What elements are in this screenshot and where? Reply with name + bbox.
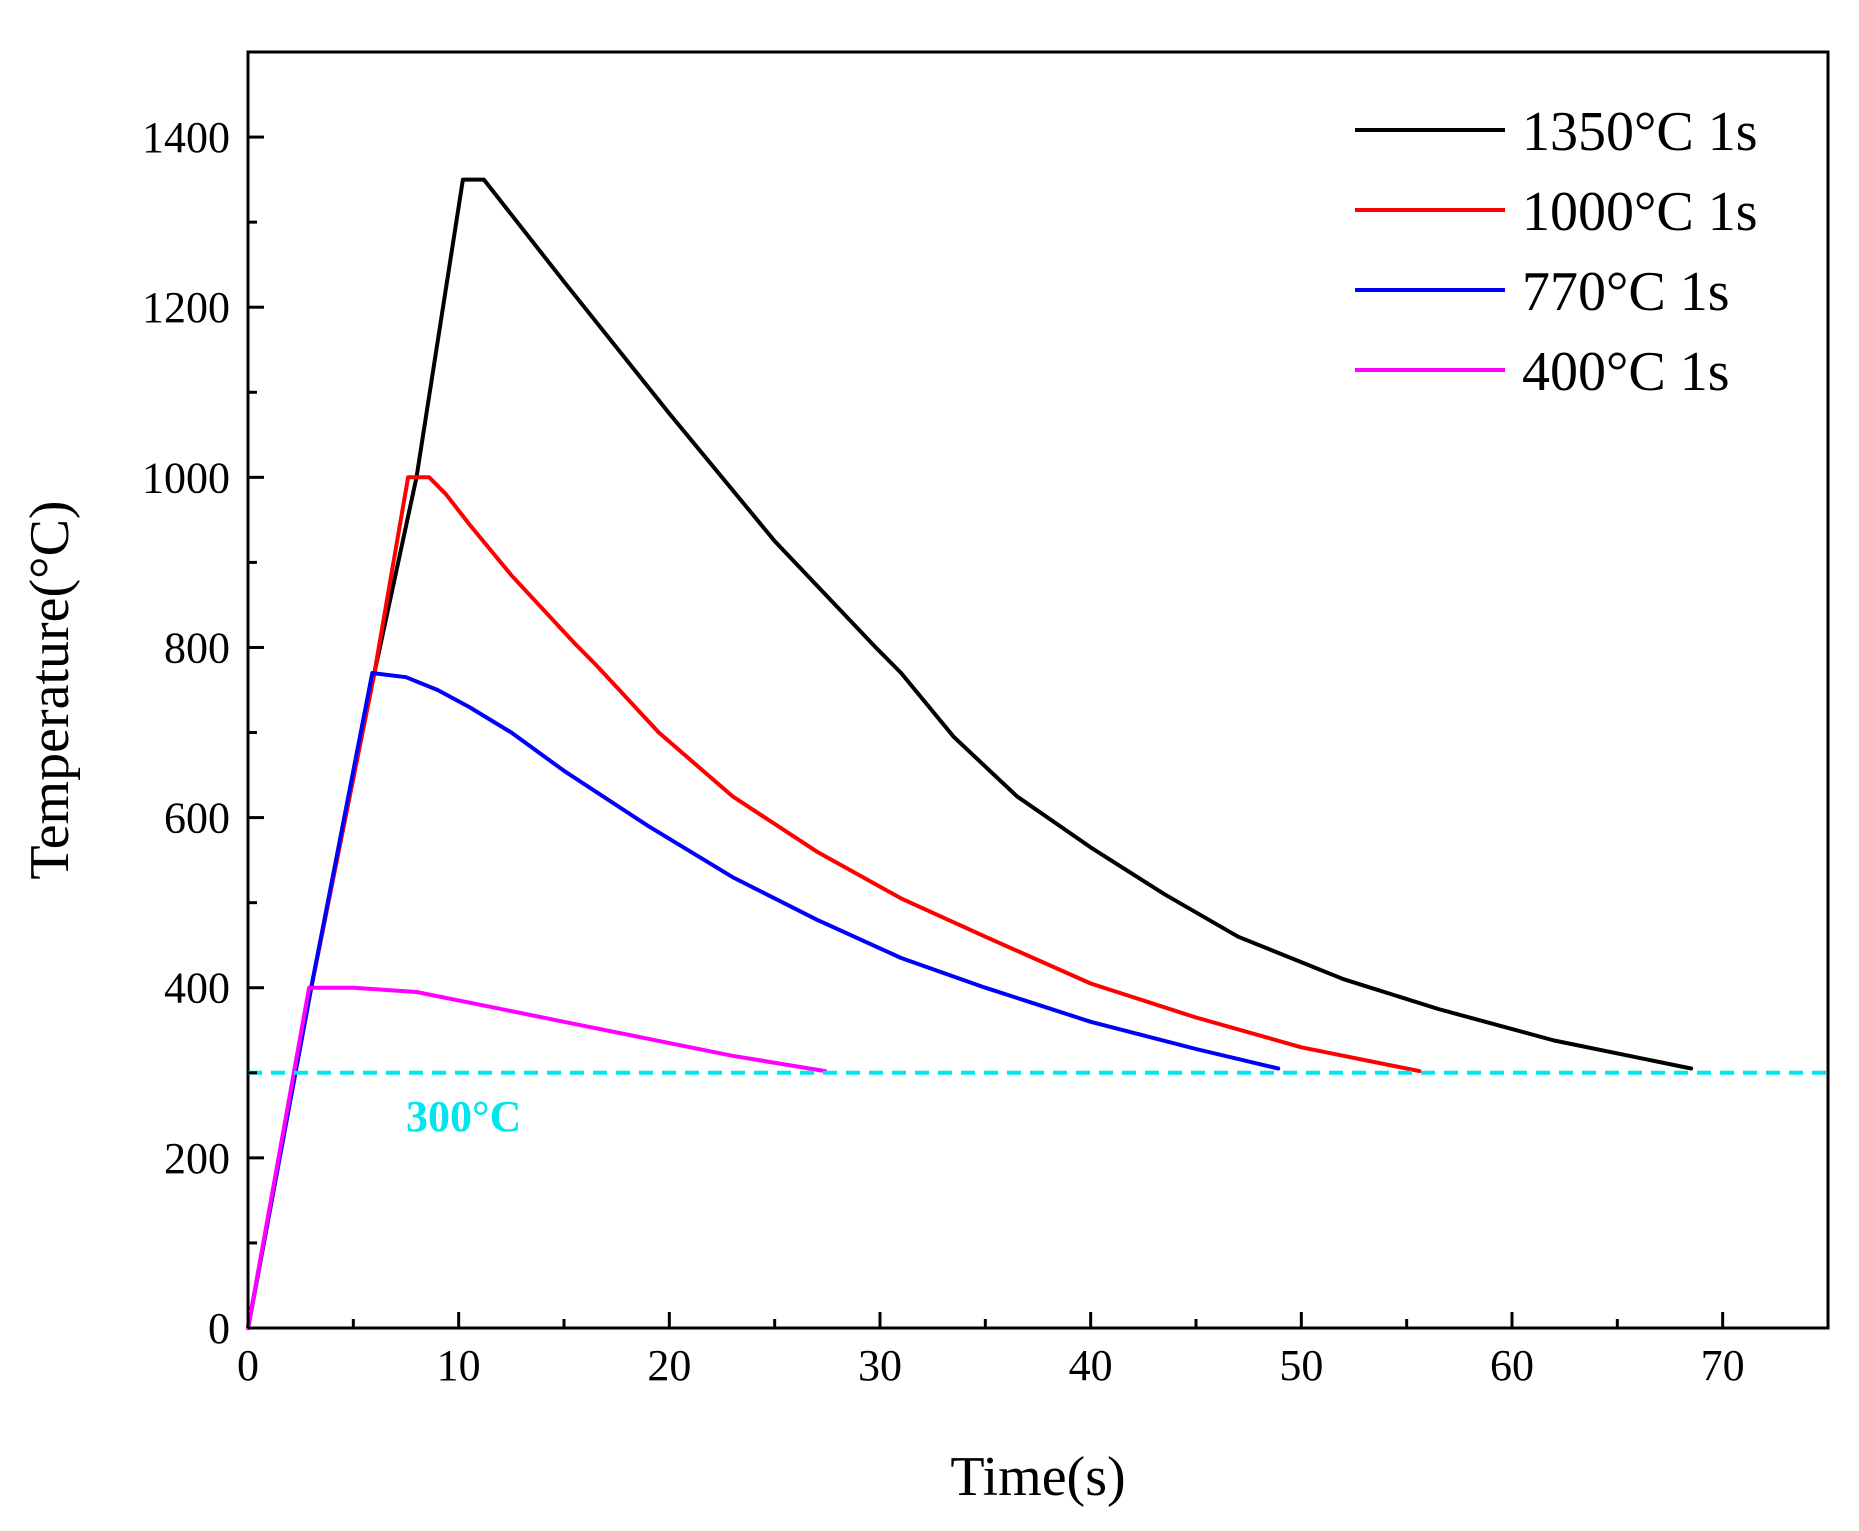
reference-lines: 300°C bbox=[248, 1070, 1828, 1141]
legend-label-0: 1350°C 1s bbox=[1522, 101, 1758, 163]
y-tick-label: 1000 bbox=[142, 453, 230, 502]
y-tick-label: 0 bbox=[208, 1304, 230, 1353]
y-axis-title: Temperature(°C) bbox=[19, 500, 81, 879]
x-tick-label: 30 bbox=[858, 1341, 902, 1390]
x-tick-label: 20 bbox=[647, 1341, 691, 1390]
series-line-3 bbox=[246, 985, 828, 1330]
y-tick-label: 600 bbox=[164, 794, 230, 843]
x-tick-label: 60 bbox=[1490, 1341, 1534, 1390]
legend: 1350°C 1s 1000°C 1s 770°C 1s 400°C 1s bbox=[1355, 101, 1758, 403]
x-tick-label: 0 bbox=[237, 1341, 259, 1390]
reference-line-label: 300°C bbox=[406, 1092, 521, 1141]
y-tick-label: 400 bbox=[164, 964, 230, 1013]
series-line-1 bbox=[246, 475, 1422, 1330]
y-tick-label: 200 bbox=[164, 1134, 230, 1183]
y-tick-label: 800 bbox=[164, 623, 230, 672]
legend-label-1: 1000°C 1s bbox=[1522, 181, 1758, 243]
y-tick-label: 1400 bbox=[142, 113, 230, 162]
series-line-0 bbox=[246, 177, 1694, 1330]
x-tick-label: 10 bbox=[437, 1341, 481, 1390]
legend-label-2: 770°C 1s bbox=[1522, 261, 1730, 323]
x-axis-title: Time(s) bbox=[950, 1446, 1125, 1508]
plot-area bbox=[246, 50, 1830, 1330]
x-tick-label: 50 bbox=[1279, 1341, 1323, 1390]
series-layer bbox=[246, 177, 1694, 1330]
x-tick-label: 70 bbox=[1701, 1341, 1745, 1390]
axes: 0 10 20 30 40 50 60 70 0 200 400 600 800 1000 1200 1400 bbox=[142, 113, 1745, 1390]
x-tick-label: 40 bbox=[1069, 1341, 1113, 1390]
plot-frame bbox=[246, 50, 1830, 1330]
legend-label-3: 400°C 1s bbox=[1522, 341, 1730, 403]
series-line-2 bbox=[246, 671, 1281, 1330]
y-tick-label: 1200 bbox=[142, 283, 230, 332]
